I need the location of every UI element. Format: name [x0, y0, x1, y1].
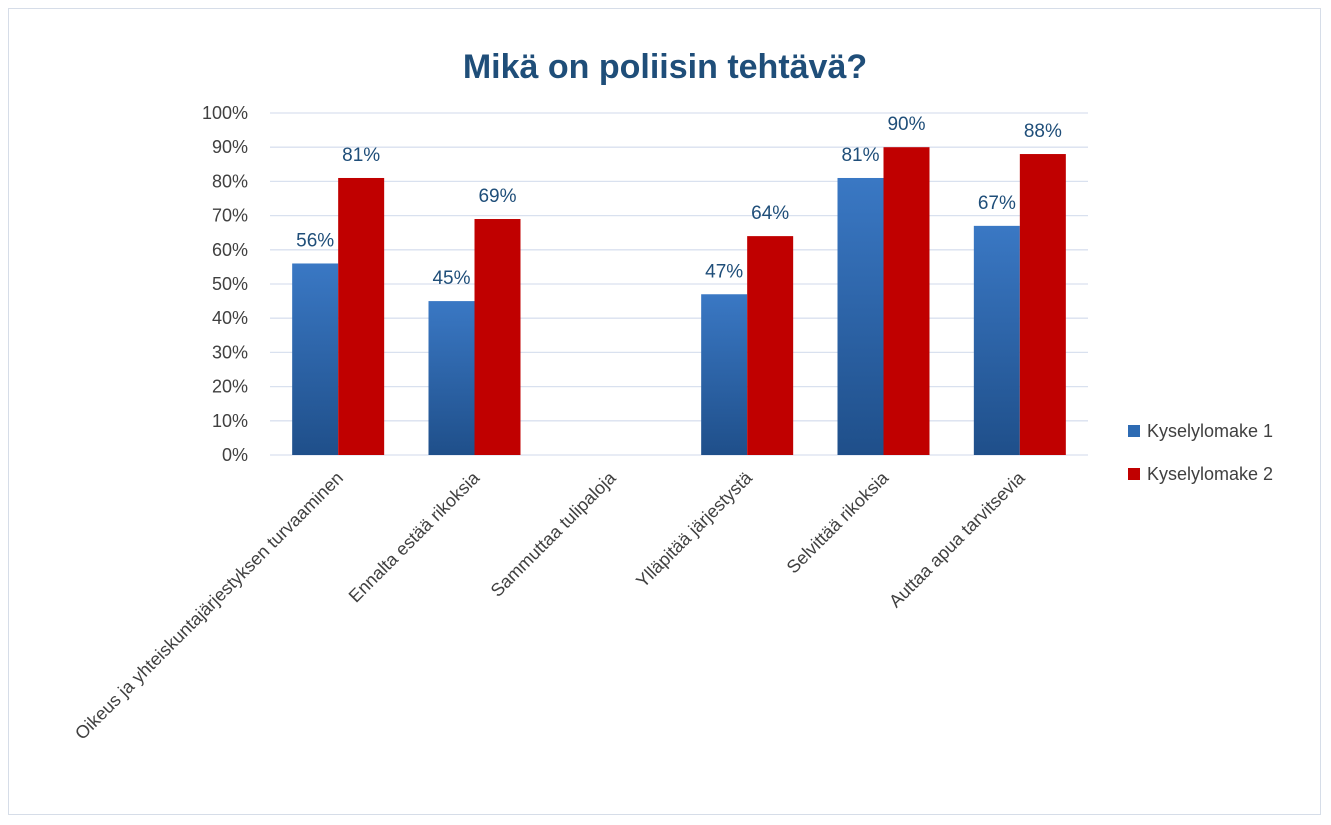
legend-label: Kyselylomake 1 — [1147, 421, 1273, 441]
legend: Kyselylomake 1 Kyselylomake 2 — [1128, 421, 1273, 484]
y-tick-label: 70% — [212, 206, 248, 226]
x-axis-categories: Oikeus ja yhteiskuntajärjestyksen turvaa… — [71, 467, 1029, 744]
y-tick-label: 0% — [222, 445, 248, 465]
bar-1 — [701, 294, 748, 455]
y-tick-label: 30% — [212, 342, 248, 362]
x-category-label: Ylläpitää järjestystä — [632, 467, 756, 591]
y-tick-label: 50% — [212, 274, 248, 294]
bars — [292, 147, 1066, 456]
legend-swatch — [1128, 425, 1140, 437]
x-category-label: Selvittää rikoksia — [783, 467, 893, 577]
data-labels: 56% 45% 47% 81% 67% 81% 69% 64% 90% 88% — [296, 114, 1062, 289]
chart-title: Mikä on poliisin tehtävä? — [463, 48, 867, 86]
bar-2 — [883, 147, 930, 455]
data-label: 67% — [978, 193, 1016, 214]
y-tick-label: 80% — [212, 171, 248, 191]
chart-frame — [8, 8, 1321, 815]
bar-1 — [837, 177, 884, 456]
y-tick-label: 100% — [202, 103, 248, 123]
data-label: 45% — [432, 268, 470, 289]
y-tick-label: 40% — [212, 308, 248, 328]
data-label: 90% — [887, 114, 925, 135]
bar-2 — [474, 219, 521, 455]
x-category-label: Auttaa apua tarvitsevia — [885, 467, 1029, 611]
y-tick-label: 60% — [212, 240, 248, 260]
data-label: 69% — [478, 186, 516, 207]
y-tick-label: 10% — [212, 411, 248, 431]
grid-lines — [270, 112, 1088, 456]
data-label: 56% — [296, 230, 334, 251]
data-label: 88% — [1024, 121, 1062, 142]
bar-1 — [973, 225, 1020, 455]
y-tick-label: 90% — [212, 137, 248, 157]
data-label: 64% — [751, 203, 789, 224]
bar-2 — [747, 236, 794, 455]
data-label: 47% — [705, 261, 743, 282]
legend-swatch — [1128, 468, 1140, 480]
x-category-label: Oikeus ja yhteiskuntajärjestyksen turvaa… — [71, 468, 347, 744]
y-tick-label: 20% — [212, 377, 248, 397]
bar-2 — [338, 177, 385, 456]
bar-2 — [1019, 154, 1066, 456]
x-category-label: Ennalta estää rikoksia — [345, 467, 484, 606]
bar-1 — [428, 301, 475, 455]
data-label: 81% — [342, 145, 380, 166]
bar-1 — [292, 263, 339, 455]
legend-label: Kyselylomake 2 — [1147, 464, 1273, 484]
y-axis-ticks: 0% 10% 20% 30% 40% 50% 60% 70% 80% 90% 100% — [202, 103, 248, 465]
data-label: 81% — [841, 145, 879, 166]
x-category-label: Sammuttaa tulipaloja — [487, 467, 621, 601]
